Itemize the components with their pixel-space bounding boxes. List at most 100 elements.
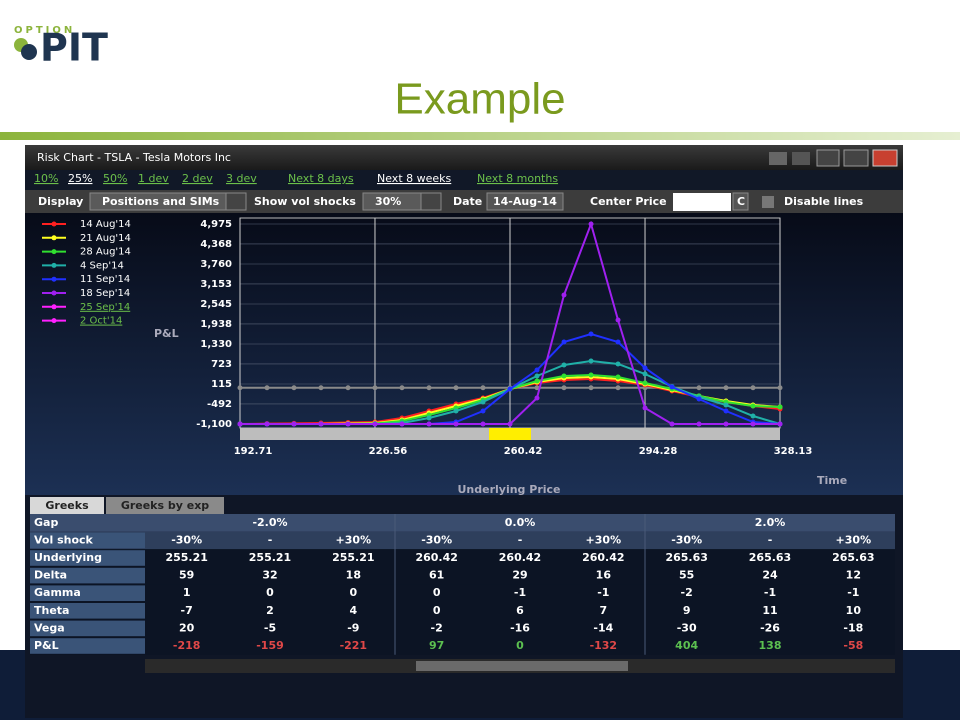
period-link[interactable]: Next 8 months <box>477 172 558 185</box>
point <box>534 385 540 391</box>
close-button[interactable] <box>872 149 898 167</box>
x-tick-label: 192.71 <box>234 446 273 457</box>
cell: -2 <box>431 621 443 634</box>
toolbar-label: Center Price <box>590 195 667 208</box>
legend-label[interactable]: 18 Sep'14 <box>80 288 130 299</box>
row-header <box>30 514 895 532</box>
camera-button[interactable] <box>769 152 787 165</box>
links-bar <box>25 170 903 190</box>
logo-dot <box>21 44 37 60</box>
cell: -1 <box>514 586 526 599</box>
legend-label[interactable]: 4 Sep'14 <box>80 260 124 271</box>
minimize-button[interactable] <box>816 149 840 167</box>
period-link[interactable]: Next 8 weeks <box>377 172 452 185</box>
dropdown-arrow[interactable] <box>225 192 247 211</box>
scroll-thumb[interactable] <box>416 661 628 671</box>
cell: -1 <box>597 586 609 599</box>
toolbar-label: Show vol shocks <box>254 195 356 208</box>
legend-marker <box>51 235 57 241</box>
legend-label[interactable]: 2 Oct'14 <box>80 316 122 327</box>
period-link[interactable]: Next 8 days <box>288 172 354 185</box>
cell: +30% <box>586 533 622 546</box>
point <box>318 385 324 391</box>
logo-large: PIT <box>40 26 108 70</box>
center-button[interactable] <box>732 192 749 211</box>
cell: -30% <box>171 533 202 546</box>
legend-label[interactable]: 28 Aug'14 <box>80 247 131 258</box>
row-bg <box>30 637 895 655</box>
point <box>561 292 567 298</box>
point <box>507 421 513 427</box>
range-link[interactable]: 1 dev <box>138 172 169 185</box>
legend-label[interactable]: 25 Sep'14 <box>80 302 130 313</box>
point <box>669 421 675 427</box>
maximize-button[interactable] <box>843 149 869 167</box>
price-marker <box>489 428 531 440</box>
cell: 404 <box>675 639 698 652</box>
row-bg <box>30 602 895 620</box>
center-input[interactable] <box>673 193 731 211</box>
cell: -30% <box>421 533 452 546</box>
range-link[interactable]: 10% <box>34 172 58 185</box>
cell: 9 <box>683 604 691 617</box>
point <box>264 421 270 427</box>
y-tick-label: 1,938 <box>200 319 232 330</box>
point <box>750 421 756 427</box>
point <box>642 405 648 411</box>
legend-marker <box>51 249 57 255</box>
cell: 12 <box>846 569 861 582</box>
checkbox[interactable] <box>762 196 774 208</box>
cell: 24 <box>762 569 778 582</box>
row-label: Gap <box>34 516 58 529</box>
point <box>534 373 540 379</box>
cell: -7 <box>181 604 193 617</box>
point <box>372 421 378 427</box>
row-label-bg <box>30 603 145 619</box>
slide-title: Example <box>394 75 565 124</box>
row-label: Underlying <box>34 551 102 564</box>
tab[interactable] <box>30 497 104 514</box>
range-link[interactable]: 3 dev <box>226 172 257 185</box>
point <box>534 378 540 384</box>
cell: 260.42 <box>582 551 624 564</box>
range-link[interactable]: 2 dev <box>182 172 213 185</box>
cell: 18 <box>346 569 361 582</box>
date-field[interactable] <box>486 192 564 211</box>
row-bg <box>30 566 895 585</box>
legend-marker <box>51 262 57 268</box>
cell: 59 <box>179 569 194 582</box>
row-bg <box>30 531 895 550</box>
row-label-bg <box>30 638 145 654</box>
cell: 265.63 <box>832 551 874 564</box>
point <box>723 421 729 427</box>
tab[interactable] <box>106 497 224 514</box>
title-bar <box>25 145 903 170</box>
tools-button[interactable] <box>792 152 810 165</box>
point <box>588 331 594 337</box>
cell: 265.63 <box>665 551 707 564</box>
cell: 55 <box>679 569 694 582</box>
legend-label[interactable]: 21 Aug'14 <box>80 233 131 244</box>
x-tick-label: 260.42 <box>504 446 543 457</box>
point <box>723 402 729 408</box>
point <box>696 421 702 427</box>
gap-value: 0.0% <box>505 516 536 529</box>
cell: +30% <box>336 533 372 546</box>
cell: 16 <box>596 569 612 582</box>
point <box>615 374 621 380</box>
range-link[interactable]: 50% <box>103 172 127 185</box>
point <box>426 421 432 427</box>
cell: 4 <box>350 604 358 617</box>
point <box>642 380 648 386</box>
dropdown-arrow[interactable] <box>420 192 442 211</box>
checkbox-label: Disable lines <box>784 195 864 208</box>
legend-label[interactable]: 11 Sep'14 <box>80 274 130 285</box>
point <box>426 415 432 421</box>
point <box>453 421 459 427</box>
cell: 255.21 <box>165 551 207 564</box>
point <box>399 385 405 391</box>
cell: -30 <box>677 621 697 634</box>
legend-label[interactable]: 14 Aug'14 <box>80 219 131 230</box>
range-link[interactable]: 25% <box>68 172 92 185</box>
point <box>345 421 351 427</box>
